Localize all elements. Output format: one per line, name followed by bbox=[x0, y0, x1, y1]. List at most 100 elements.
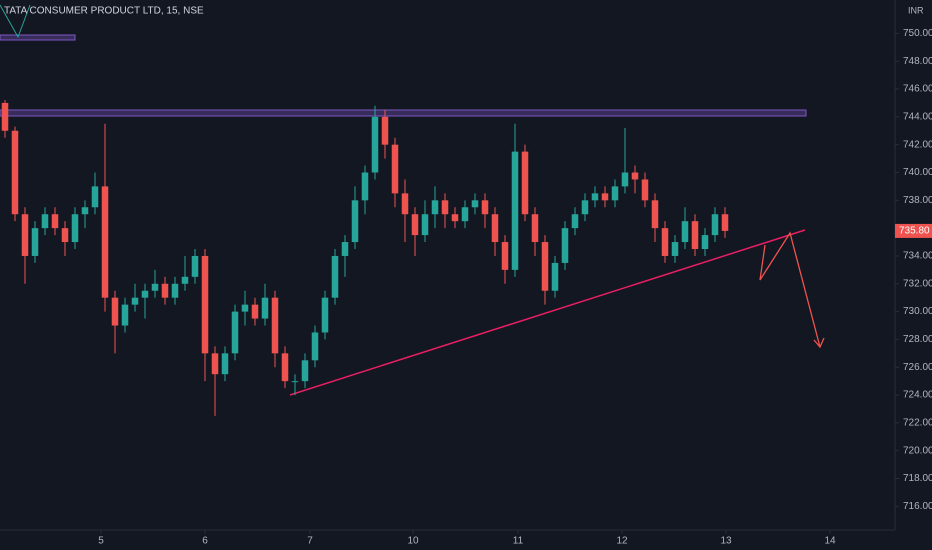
y-tick-label: 728.00 bbox=[903, 334, 932, 345]
y-tick-label: 720.00 bbox=[903, 445, 932, 456]
candle-body bbox=[341, 242, 349, 256]
candle-body bbox=[521, 151, 529, 215]
candle-body bbox=[481, 200, 489, 215]
candle-body bbox=[691, 221, 699, 250]
candle-body bbox=[31, 228, 39, 256]
projection-path bbox=[759, 231, 821, 348]
candle-body bbox=[231, 311, 239, 354]
candle-body bbox=[421, 214, 429, 236]
candle-body bbox=[91, 186, 99, 208]
candle-body bbox=[541, 242, 549, 291]
arrow-head bbox=[813, 337, 825, 349]
candle-body bbox=[711, 214, 719, 236]
drawings bbox=[0, 4, 825, 396]
y-tick-label: 738.00 bbox=[903, 195, 932, 206]
y-tick-label: 716.00 bbox=[903, 501, 932, 512]
candle-body bbox=[461, 207, 469, 222]
candle-body bbox=[381, 116, 389, 145]
candle-body bbox=[661, 228, 669, 256]
x-tick-label: 14 bbox=[824, 536, 836, 547]
y-tick-label: 724.00 bbox=[903, 390, 932, 401]
candle-body bbox=[591, 193, 599, 201]
candle-body bbox=[291, 381, 299, 383]
y-tick-label: 730.00 bbox=[903, 306, 932, 317]
x-tick-label: 12 bbox=[616, 536, 628, 547]
candle-body bbox=[321, 297, 329, 333]
candle-body bbox=[601, 193, 609, 201]
candle-body bbox=[41, 214, 49, 229]
candle-body bbox=[371, 116, 379, 173]
y-tick-label: 750.00 bbox=[903, 28, 932, 39]
x-tick-label: 11 bbox=[513, 536, 524, 547]
y-tick-label: 742.00 bbox=[903, 139, 932, 150]
candle-body bbox=[81, 207, 89, 215]
candle-body bbox=[171, 283, 179, 298]
y-tick-label: 732.00 bbox=[903, 278, 932, 289]
x-tick-label: 6 bbox=[202, 536, 208, 547]
y-tick-label: 748.00 bbox=[903, 56, 932, 67]
candle-body bbox=[451, 214, 459, 222]
candle-body bbox=[671, 242, 679, 256]
candle-body bbox=[611, 186, 619, 201]
candle-body bbox=[571, 214, 579, 229]
candle-body bbox=[101, 186, 109, 298]
candle-body bbox=[141, 290, 149, 298]
y-tick-label: 734.00 bbox=[903, 251, 932, 262]
candle-body bbox=[561, 228, 569, 263]
candle-body bbox=[331, 255, 339, 298]
candle-body bbox=[511, 151, 519, 270]
candle-body bbox=[631, 172, 639, 180]
candle-body bbox=[111, 297, 119, 326]
candle-body bbox=[121, 304, 129, 326]
candle-body bbox=[191, 255, 199, 277]
candle-body bbox=[361, 172, 369, 201]
candle-body bbox=[701, 235, 709, 250]
candle-body bbox=[401, 193, 409, 215]
candle-body bbox=[311, 332, 319, 361]
candle-body bbox=[201, 255, 209, 354]
candle-body bbox=[641, 179, 649, 201]
last-price-label: 735.80 bbox=[899, 226, 930, 237]
x-tick-label: 7 bbox=[307, 536, 313, 547]
candle-body bbox=[501, 242, 509, 270]
candle-body bbox=[651, 200, 659, 229]
candle-body bbox=[241, 304, 249, 312]
candle-body bbox=[131, 297, 139, 305]
candle-body bbox=[721, 214, 729, 231]
y-tick-label: 718.00 bbox=[903, 473, 932, 484]
y-tick-label: 722.00 bbox=[903, 418, 932, 429]
x-tick-label: 13 bbox=[720, 536, 732, 547]
last-price-tag bbox=[895, 223, 932, 238]
candle-body bbox=[1, 102, 9, 131]
candle-body bbox=[51, 214, 59, 229]
candle-body bbox=[581, 200, 589, 215]
candle-body bbox=[351, 200, 359, 243]
candle-body bbox=[301, 360, 309, 382]
candle-body bbox=[71, 214, 79, 243]
candle-body bbox=[531, 214, 539, 243]
candle-body bbox=[441, 200, 449, 215]
candle-body bbox=[271, 297, 279, 354]
candle-body bbox=[551, 262, 559, 291]
candle-body bbox=[251, 304, 259, 319]
y-tick-label: 726.00 bbox=[903, 362, 932, 373]
candle-body bbox=[411, 214, 419, 236]
candle-body bbox=[181, 276, 189, 284]
candle-body bbox=[61, 228, 69, 243]
candle-body bbox=[391, 144, 399, 194]
currency-label: INR bbox=[908, 5, 924, 15]
candle-body bbox=[211, 353, 219, 375]
candle-body bbox=[621, 172, 629, 187]
x-tick-label: 5 bbox=[98, 536, 104, 547]
y-tick-label: 746.00 bbox=[903, 84, 932, 95]
candle-body bbox=[21, 214, 29, 256]
candle-body bbox=[281, 353, 289, 382]
candle-body bbox=[221, 353, 229, 375]
path-drawing bbox=[0, 4, 31, 39]
chart-title: TATA CONSUMER PRODUCT LTD, 15, NSE bbox=[4, 6, 204, 17]
zone bbox=[0, 109, 807, 117]
candle-body bbox=[161, 283, 169, 298]
candle-body bbox=[151, 283, 159, 291]
